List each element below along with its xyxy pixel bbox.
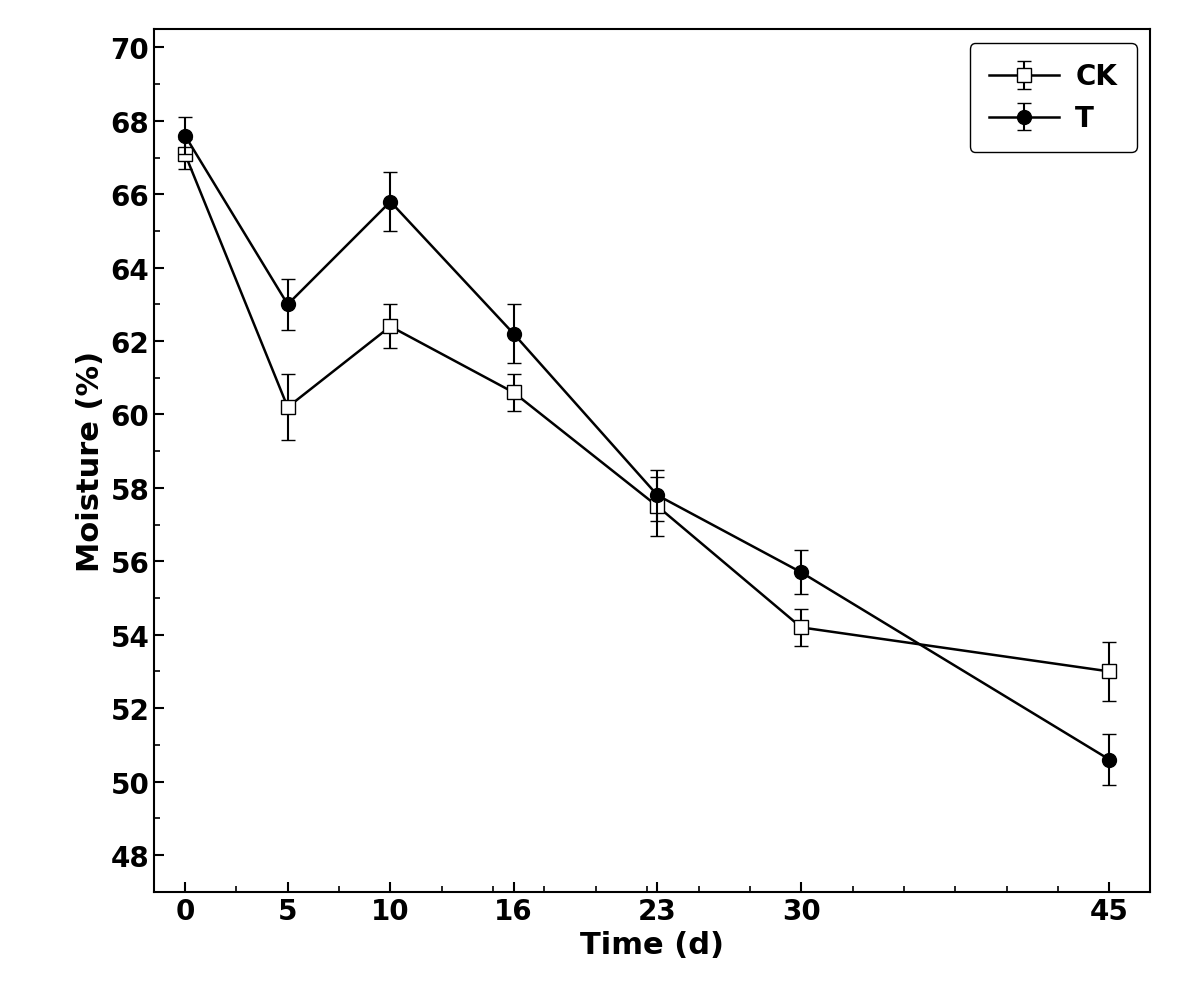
Legend: CK, T: CK, T xyxy=(970,44,1136,152)
X-axis label: Time (d): Time (d) xyxy=(580,930,725,959)
Y-axis label: Moisture (%): Moisture (%) xyxy=(76,351,104,571)
